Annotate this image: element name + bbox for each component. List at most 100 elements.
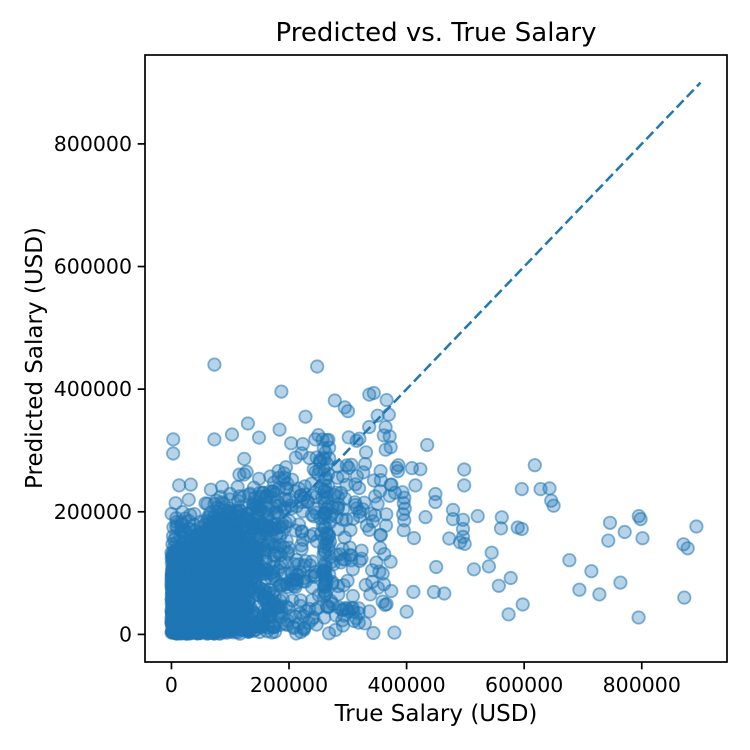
- scatter-point: [321, 626, 337, 641]
- scatter-point: [317, 451, 332, 467]
- scatter-point: [222, 492, 237, 507]
- plot-frame: [144, 54, 728, 663]
- scatter-point: [455, 529, 471, 545]
- scatter-point: [399, 604, 414, 619]
- scatter-point: [207, 357, 222, 372]
- scatter-point: [340, 404, 356, 419]
- scatter-point: [358, 445, 374, 460]
- scatter-point: [198, 496, 213, 511]
- scatter-point: [369, 555, 384, 570]
- scatter-point: [246, 550, 261, 565]
- scatter-point: [481, 559, 496, 574]
- identity-line: [170, 81, 702, 636]
- scatter-point: [379, 596, 394, 612]
- scatter-point: [284, 472, 300, 487]
- scatter-point: [293, 624, 308, 640]
- scatter-point: [202, 598, 217, 613]
- scatter-point: [470, 508, 485, 524]
- scatter-point: [237, 451, 252, 466]
- scatter-point: [348, 477, 363, 492]
- scatter-point: [251, 430, 267, 445]
- scatter-point: [633, 511, 648, 527]
- scatter-point: [277, 500, 293, 515]
- scatter-point: [207, 432, 222, 447]
- scatter-point: [677, 590, 692, 605]
- scatter-point: [168, 496, 183, 511]
- scatter-point: [230, 479, 245, 495]
- scatter-point: [370, 580, 386, 595]
- scatter-point: [335, 552, 350, 567]
- scatter-point: [236, 593, 251, 609]
- scatter-point: [245, 604, 260, 619]
- scatter-point: [240, 535, 255, 550]
- scatter-point: [265, 484, 281, 499]
- scatter-point: [197, 580, 213, 595]
- scatter-point: [220, 594, 235, 610]
- scatter-point: [352, 431, 367, 446]
- scatter-point: [252, 563, 268, 579]
- scatter-point: [418, 509, 433, 525]
- scatter-point: [357, 456, 373, 472]
- scatter-point: [357, 616, 372, 631]
- scatter-point: [237, 467, 252, 482]
- scatter-point: [546, 498, 561, 513]
- scatter-point: [601, 533, 616, 548]
- scatter-point: [378, 420, 393, 435]
- scatter-point: [381, 407, 396, 422]
- scatter-point: [437, 586, 452, 601]
- scatter-point: [366, 625, 381, 641]
- scatter-point: [336, 578, 351, 593]
- scatter-point: [493, 521, 509, 536]
- scatter-point: [265, 619, 281, 635]
- scatter-point: [501, 607, 516, 622]
- scatter-point: [420, 437, 435, 453]
- scatter-point: [166, 446, 181, 461]
- x-tick-label: 400000: [367, 673, 445, 697]
- chart-title: Predicted vs. True Salary: [276, 18, 597, 48]
- scatter-point: [370, 408, 385, 423]
- scatter-point: [335, 469, 351, 484]
- scatter-point: [317, 483, 332, 498]
- scatter-point: [370, 496, 385, 511]
- scatter-point: [169, 608, 184, 624]
- scatter-point: [223, 505, 238, 520]
- scatter-point: [514, 481, 529, 497]
- scatter-point: [304, 507, 319, 522]
- scatter-point: [232, 467, 247, 482]
- scatter-point: [298, 409, 313, 424]
- scatter-point: [278, 616, 293, 631]
- x-axis: 0 200000 400000 600000 800000: [165, 662, 681, 697]
- scatter-point: [442, 531, 457, 546]
- scatter-point: [466, 562, 481, 577]
- y-tick-label: 0: [119, 622, 132, 646]
- scatter-point: [345, 562, 360, 577]
- scatter-point: [429, 559, 444, 575]
- scatter-point: [613, 575, 628, 590]
- scatter-point: [491, 578, 506, 593]
- y-tick-label: 400000: [54, 377, 132, 401]
- scatter-point: [169, 519, 184, 534]
- scatter-point: [206, 548, 221, 564]
- x-tick-label: 0: [165, 673, 178, 697]
- scatter-point: [254, 620, 269, 635]
- x-tick-label: 200000: [250, 673, 328, 697]
- scatter-point: [283, 436, 299, 451]
- scatter-point: [533, 481, 548, 497]
- scatter-point: [293, 593, 308, 608]
- scatter-point: [592, 587, 607, 602]
- scatter-point: [253, 529, 268, 544]
- scatter-point: [193, 556, 208, 572]
- scatter-point: [189, 601, 204, 617]
- scatter-point: [217, 623, 232, 638]
- scatter-point: [175, 545, 190, 561]
- scatter-point: [366, 385, 381, 401]
- scatter-point: [280, 544, 296, 560]
- scatter-point: [373, 463, 388, 479]
- scatter-point: [278, 515, 293, 530]
- scatter-point: [168, 567, 183, 582]
- scatter-point: [484, 545, 499, 560]
- scatter-point: [294, 541, 309, 557]
- scatter-point: [296, 491, 311, 506]
